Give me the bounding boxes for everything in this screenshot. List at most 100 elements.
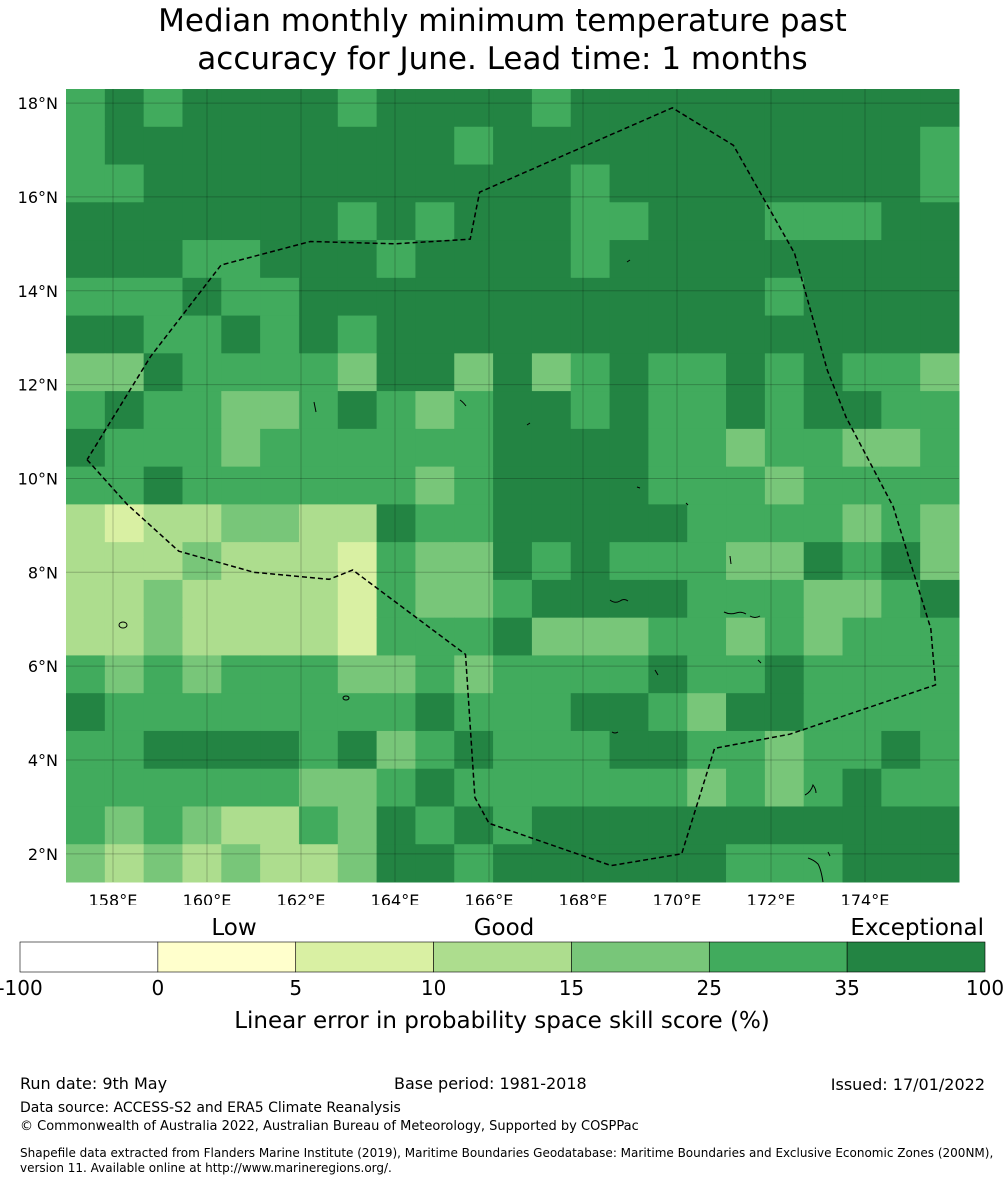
grid-cell [376, 428, 416, 468]
grid-cell [337, 617, 378, 656]
grid-cell [920, 126, 960, 166]
grid-cell [66, 693, 106, 732]
grid-cell [66, 391, 106, 430]
grid-cell [531, 655, 572, 694]
grid-cell [687, 844, 727, 883]
colorbar-category: Exceptional [850, 915, 984, 941]
issued-date: Issued: 17/01/2022 [830, 1075, 985, 1094]
grid-cell [104, 542, 145, 581]
grid-cell [687, 730, 727, 770]
x-tick-label: 172°E [747, 891, 796, 905]
grid-cell [842, 391, 882, 430]
y-tick-label: 18°N [18, 94, 58, 113]
grid-cell [803, 655, 844, 694]
grid-cell [493, 240, 533, 279]
x-tick-label: 158°E [89, 891, 138, 905]
grid-cell [842, 693, 882, 732]
grid-cell [104, 391, 145, 430]
grid-cell [726, 768, 766, 807]
colorbar-label: Linear error in probability space skill … [234, 1008, 770, 1034]
grid-cell [66, 277, 106, 317]
grid-cell [842, 353, 882, 392]
grid-cell [376, 315, 416, 354]
grid-cell [648, 844, 688, 883]
grid-cell [221, 730, 261, 770]
grid-cell [260, 466, 300, 505]
grid-cell [104, 164, 145, 203]
grid-cell [764, 315, 805, 354]
grid-cell [143, 655, 183, 694]
title-line-2: accuracy for June. Lead time: 1 months [197, 41, 808, 77]
grid-cell [920, 428, 960, 468]
grid-cell [493, 579, 533, 619]
grid-cell [260, 693, 300, 732]
grid-cell [803, 844, 844, 883]
grid-cell [609, 89, 649, 128]
grid-cell [570, 202, 611, 241]
grid-cell [803, 768, 844, 807]
grid-cell [764, 89, 805, 128]
grid-cell [920, 89, 960, 128]
colorbar-bin [295, 941, 434, 973]
grid-cell [143, 126, 183, 166]
grid-cell [687, 466, 727, 505]
grid-cell [415, 806, 455, 845]
grid-cell [726, 277, 766, 317]
grid-cell [920, 579, 960, 619]
grid-cell [104, 844, 145, 883]
grid-cell [920, 466, 960, 505]
y-tick-label: 16°N [18, 188, 58, 207]
grid-cell [493, 277, 533, 317]
grid-cell [337, 428, 378, 468]
grid-cell [337, 391, 378, 430]
grid-cell [454, 240, 494, 279]
grid-cell [66, 126, 106, 166]
grid-cell [182, 315, 222, 354]
data-source: Data source: ACCESS-S2 and ERA5 Climate … [20, 1100, 401, 1116]
grid-cell [764, 353, 805, 392]
grid-cell [609, 806, 649, 845]
grid-cell [415, 655, 455, 694]
grid-cell [221, 126, 261, 166]
grid-cell [454, 542, 494, 581]
x-tick-label: 168°E [559, 891, 608, 905]
grid-cell [764, 466, 805, 505]
grid-cell [66, 806, 106, 845]
grid-cell [66, 315, 106, 354]
grid-cell [648, 579, 688, 619]
grid-cell [143, 89, 183, 128]
grid-cell [881, 693, 921, 732]
grid-cell [104, 428, 145, 468]
grid-cell [570, 617, 611, 656]
run-date: Run date: 9th May [20, 1074, 168, 1093]
grid-cell [726, 240, 766, 279]
grid-cell [842, 428, 882, 468]
grid-cell [648, 542, 688, 581]
grid-cell [182, 428, 222, 468]
grid-cell [842, 89, 882, 128]
grid-cell [648, 240, 688, 279]
grid-cell [182, 202, 222, 241]
grid-cell [881, 655, 921, 694]
grid-cell [570, 542, 611, 581]
grid-cell [803, 126, 844, 166]
grid-cell [920, 277, 960, 317]
grid-cell [454, 164, 494, 203]
grid-cell [260, 428, 300, 468]
grid-cell [182, 504, 222, 543]
grid-cell [221, 806, 261, 845]
grid-cell [221, 391, 261, 430]
grid-cell [415, 428, 455, 468]
grid-cell [415, 693, 455, 732]
grid-cell [66, 164, 106, 203]
grid-cell [376, 353, 416, 392]
grid-cell [648, 202, 688, 241]
grid-cell [531, 617, 572, 656]
grid-cell [104, 126, 145, 166]
x-tick-label: 162°E [277, 891, 326, 905]
grid-cell [764, 277, 805, 317]
grid-cell [66, 504, 106, 543]
grid-cell [143, 277, 183, 317]
grid-cell [221, 617, 261, 656]
grid-cell [298, 655, 339, 694]
